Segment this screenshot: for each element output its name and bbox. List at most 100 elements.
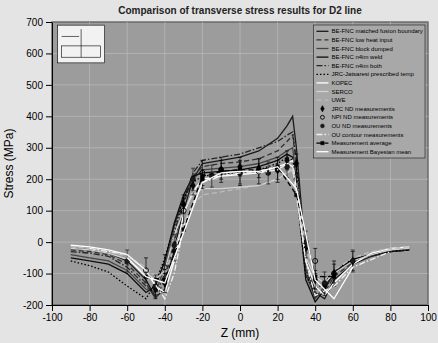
x-tick: 20: [273, 305, 285, 323]
legend-label: SERCO: [331, 89, 353, 95]
error-bar-cap: [238, 161, 242, 162]
y-tick: -100: [23, 268, 52, 279]
error-bar-cap: [153, 298, 157, 299]
y-tick: 600: [26, 48, 52, 59]
legend-label: BE-FNC matched fusion boundary: [331, 28, 422, 34]
legend-swatch: [316, 134, 328, 135]
error-bar-cap: [276, 157, 280, 158]
legend-item: Measurement Bayesian mean: [316, 149, 411, 155]
y-tick-mark: [46, 53, 52, 54]
grid-line-x: [277, 22, 278, 305]
legend-marker: [320, 124, 324, 128]
x-tick-mark: [240, 305, 241, 311]
error-bar-cap: [257, 158, 261, 159]
legend-item: OU ND measurements: [320, 123, 392, 129]
y-tick-label: 200: [26, 174, 43, 185]
error-bar-cap: [191, 190, 195, 191]
x-tick-label: -40: [158, 312, 173, 323]
legend-item: JRC-Jatsaresi prescribed temp: [316, 71, 414, 77]
y-axis-line: [52, 23, 53, 306]
legend-swatch: [316, 151, 328, 152]
y-tick-mark: [46, 211, 52, 212]
error-bar-cap: [323, 271, 327, 272]
x-tick-label: 20: [273, 312, 285, 323]
legend-swatch: [316, 39, 328, 40]
scatter-point: [322, 280, 327, 285]
x-tick: 40: [310, 305, 322, 323]
x-tick-mark: [428, 305, 429, 311]
grid-line-x: [428, 22, 429, 305]
legend-item: KOPEC: [316, 80, 353, 86]
y-tick-mark: [46, 242, 52, 243]
error-bar-stem: [164, 255, 165, 280]
grid-line-y: [52, 22, 428, 23]
y-tick-mark: [46, 305, 52, 306]
scatter-point: [219, 167, 224, 172]
series: [90, 160, 391, 298]
error-bar-cap: [182, 194, 186, 195]
error-bar: [163, 255, 167, 280]
error-bar-cap: [351, 249, 355, 250]
legend-label: JRC-Jatsaresi prescribed temp: [331, 71, 414, 77]
x-tick: -60: [120, 305, 135, 323]
error-bar-cap: [182, 198, 186, 199]
legend-item: UWE: [316, 97, 345, 103]
error-bar-cap: [285, 155, 289, 156]
legend-item: BE-FNC n4im both: [316, 63, 381, 69]
series: [71, 167, 409, 280]
scatter-point: [181, 208, 186, 213]
y-tick: 0: [37, 237, 52, 248]
error-bar-cap: [125, 249, 129, 250]
error-bar: [332, 261, 336, 286]
error-bar-cap: [294, 154, 298, 155]
y-tick-mark: [46, 148, 52, 149]
x-tick: -40: [158, 305, 173, 323]
legend-item: BE-FNC low heat input: [316, 37, 392, 43]
error-bar-cap: [210, 165, 214, 166]
y-tick-label: 0: [37, 237, 43, 248]
error-bar: [191, 168, 195, 190]
scatter-point: [313, 258, 318, 263]
legend-item: BE-FNC block dumped: [316, 46, 392, 52]
series: [127, 167, 353, 299]
y-tick-mark: [46, 116, 52, 117]
x-tick-label: 100: [420, 312, 437, 323]
x-axis-title: Z (mm): [221, 326, 260, 340]
grid-line-x: [164, 22, 165, 305]
x-tick-label: 40: [310, 312, 322, 323]
error-bar: [125, 250, 129, 272]
x-tick-label: 60: [348, 312, 360, 323]
x-tick-label: 80: [385, 312, 397, 323]
y-tick-mark: [46, 274, 52, 275]
inset-sketch: [58, 25, 105, 63]
y-tick-mark: [46, 22, 52, 23]
legend-swatch: [316, 99, 328, 100]
inset-line: [81, 29, 82, 57]
error-bar-cap: [323, 295, 327, 296]
legend-item: NPI ND measurements: [320, 114, 393, 120]
error-bar-cap: [219, 157, 223, 158]
series-line: [71, 167, 409, 280]
y-tick-mark: [46, 85, 52, 86]
error-bar-cap: [238, 160, 242, 161]
series: [71, 157, 409, 299]
x-tick: 80: [385, 305, 397, 323]
x-tick-mark: [165, 305, 166, 311]
error-bar: [182, 198, 186, 223]
error-bar-cap: [323, 293, 327, 294]
y-axis: -200-1000100200300400500600700: [23, 17, 53, 311]
y-tick-label: 500: [26, 80, 43, 91]
y-tick: -200: [23, 300, 52, 311]
data-layer: [71, 116, 409, 302]
series: [125, 156, 356, 298]
legend-item: OU contour measurements: [316, 132, 403, 138]
chart-title: Comparison of transverse stress results …: [118, 5, 362, 16]
legend-item: BE-FNC matched fusion boundary: [316, 28, 422, 34]
chart-svg: -100-80-60-40-20020406080100-200-1000100…: [0, 0, 438, 343]
grid: [52, 22, 428, 305]
error-bar-cap: [191, 168, 195, 169]
error-bar-cap: [257, 183, 261, 184]
error-bar-cap: [238, 157, 242, 158]
legend-label: UWE: [331, 97, 345, 103]
x-axis: -100-80-60-40-20020406080100: [42, 305, 437, 323]
